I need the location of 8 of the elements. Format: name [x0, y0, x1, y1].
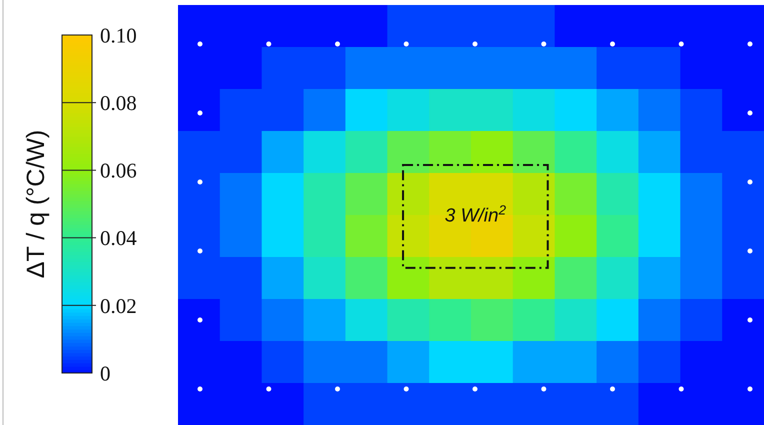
color-bar-title: ΔT / q (°C/W) — [22, 130, 50, 278]
color-bar-label: 0 — [100, 361, 110, 386]
color-bar-label: 0.08 — [100, 90, 137, 115]
annotation: 3 W/in$^{2}$ — [444, 202, 507, 226]
color-bar-label: 0.04 — [100, 226, 138, 250]
color-bar-label: 0.06 — [100, 158, 137, 183]
color-bar-label: 0.10 — [100, 23, 137, 48]
color-bar-label: 0.02 — [100, 294, 137, 318]
